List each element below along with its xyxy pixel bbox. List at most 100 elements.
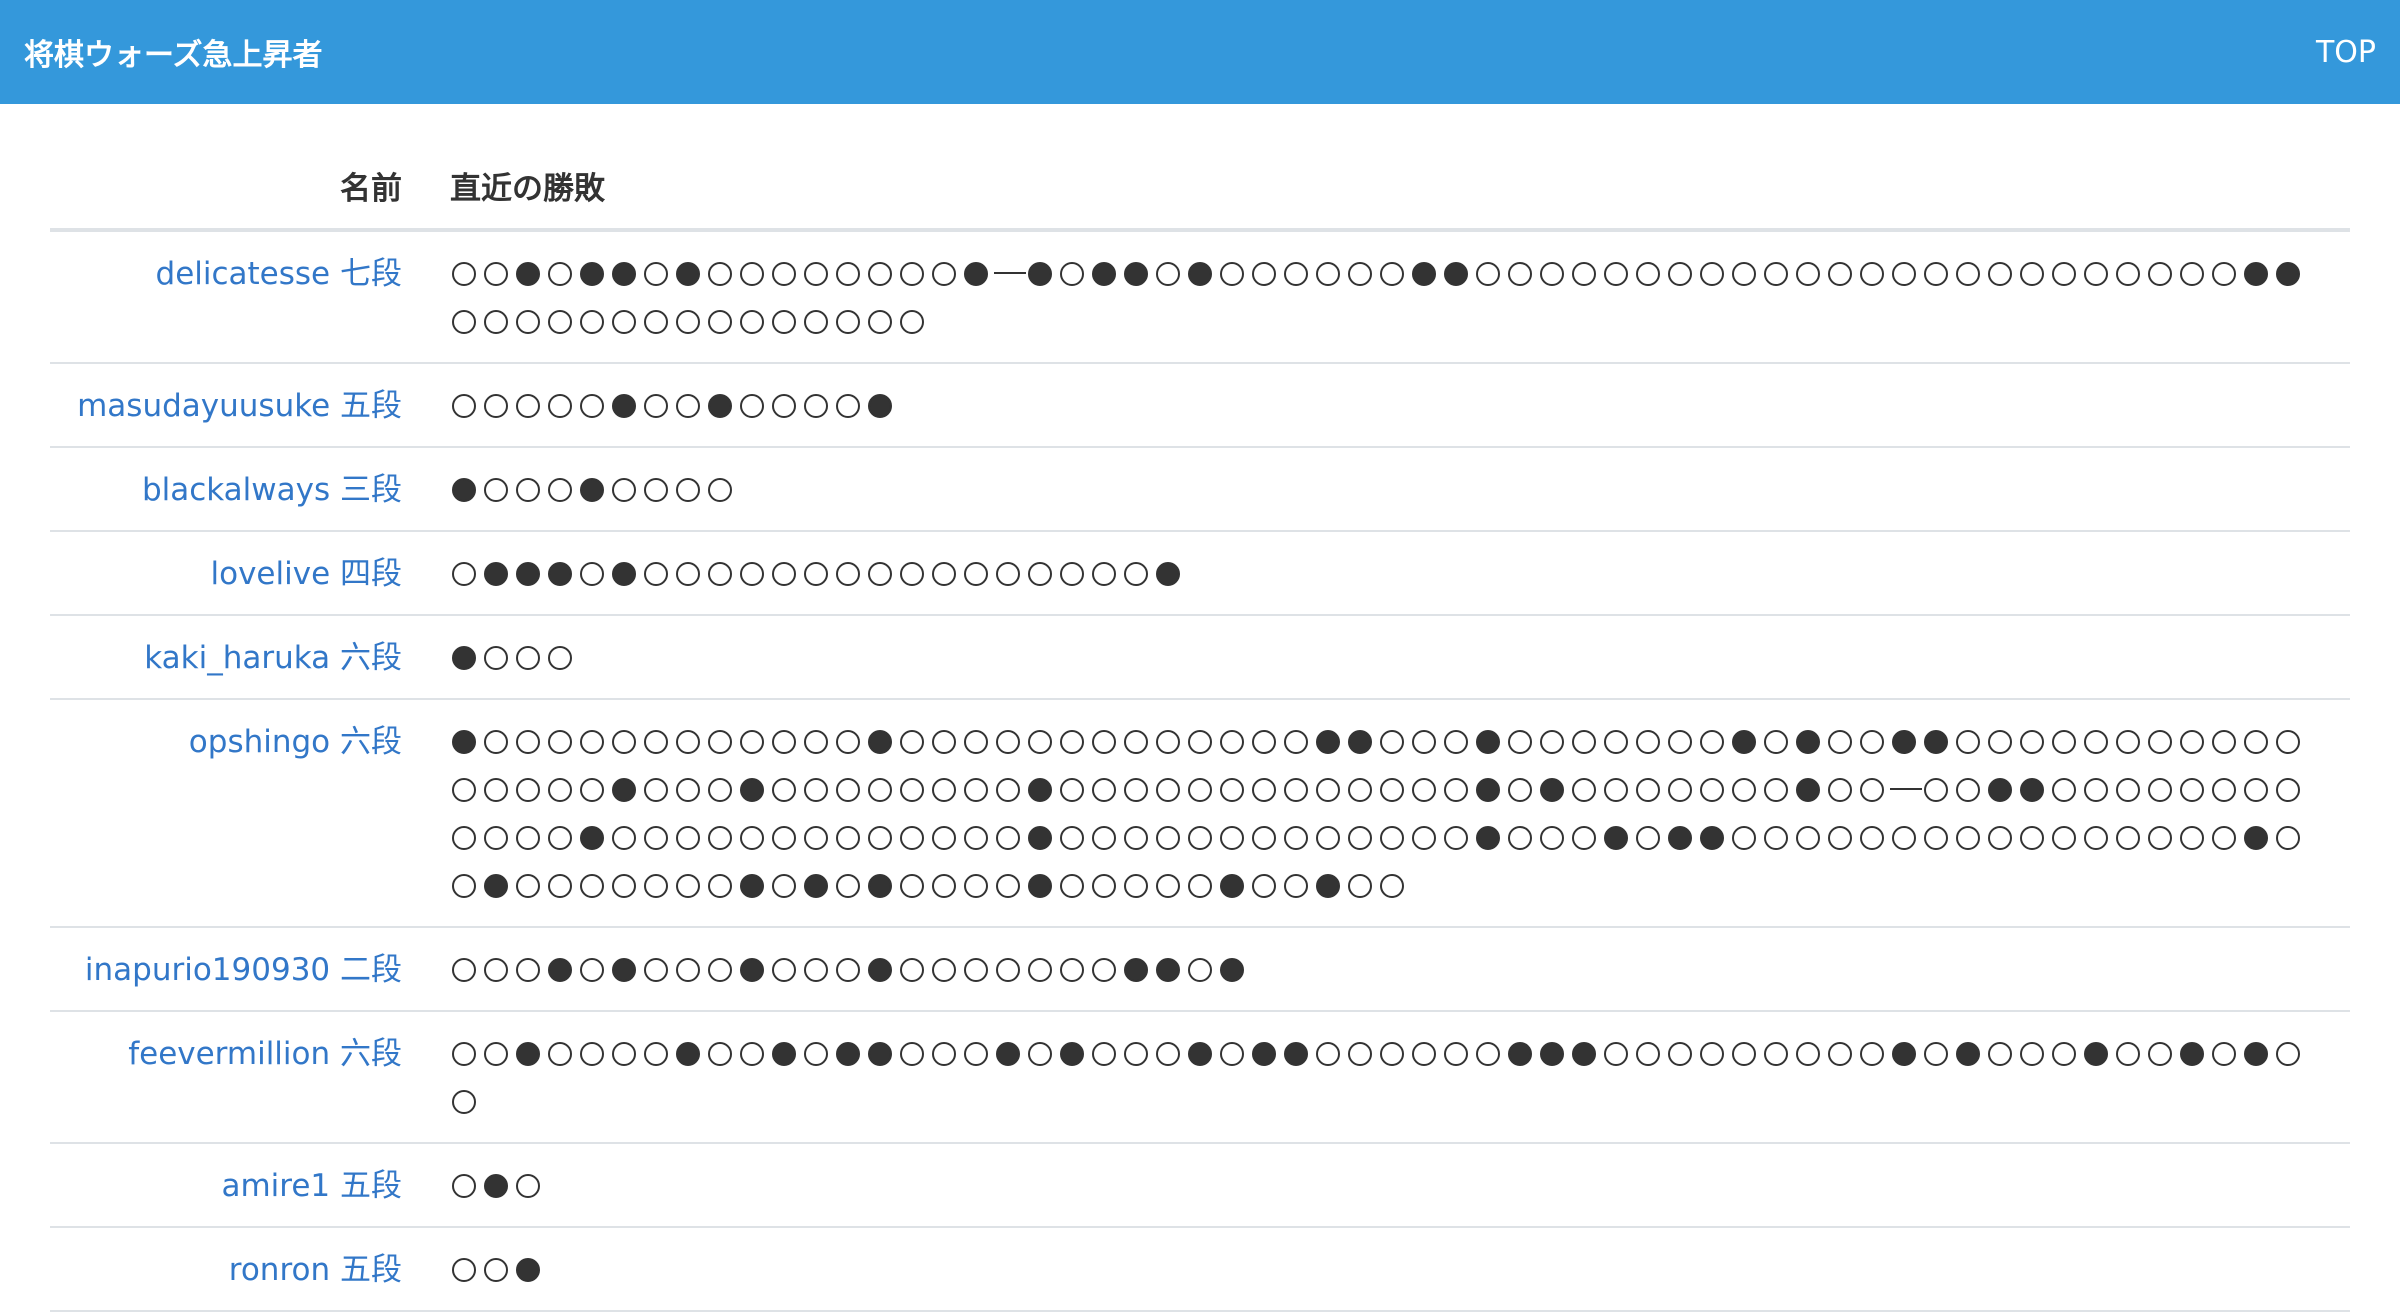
win-mark	[1282, 718, 1314, 766]
loss-mark	[450, 466, 482, 514]
win-mark	[642, 382, 674, 430]
win-mark	[546, 382, 578, 430]
win-mark	[2146, 766, 2178, 814]
loss-mark	[1890, 718, 1922, 766]
player-name-link[interactable]: inapurio190930 二段	[84, 952, 402, 988]
win-mark	[1506, 250, 1538, 298]
win-mark	[2274, 1030, 2306, 1078]
player-name-cell: amire1 五段	[50, 1143, 450, 1228]
win-mark	[578, 382, 610, 430]
win-mark	[1314, 766, 1346, 814]
win-mark	[514, 814, 546, 862]
win-mark	[1026, 1030, 1058, 1078]
win-mark	[1666, 250, 1698, 298]
win-mark	[2146, 250, 2178, 298]
win-mark	[1442, 718, 1474, 766]
loss-mark	[2242, 1030, 2274, 1078]
player-name-link[interactable]: masudayuusuke 五段	[77, 388, 402, 424]
win-mark	[1282, 862, 1314, 910]
win-mark	[1762, 718, 1794, 766]
win-mark	[1762, 1030, 1794, 1078]
win-mark	[2146, 718, 2178, 766]
player-name-link[interactable]: amire1 五段	[221, 1168, 402, 1204]
player-name-cell: lovelive 四段	[50, 531, 450, 616]
win-mark	[1666, 766, 1698, 814]
player-name-wrapper: opshingo 六段	[50, 718, 450, 766]
win-mark	[994, 814, 1026, 862]
player-name-link[interactable]: kaki_haruka 六段	[144, 640, 402, 676]
win-mark	[1122, 550, 1154, 598]
win-mark	[1986, 718, 2018, 766]
win-mark	[994, 862, 1026, 910]
win-mark	[1954, 814, 1986, 862]
table-body: delicatesse 七段 masudayuusuke 五段 blackalway…	[50, 230, 2350, 1312]
win-mark	[1058, 718, 1090, 766]
win-mark	[642, 946, 674, 994]
win-mark	[1986, 1030, 2018, 1078]
loss-mark	[866, 946, 898, 994]
win-mark	[546, 766, 578, 814]
win-mark	[674, 550, 706, 598]
win-mark	[674, 718, 706, 766]
win-mark	[994, 946, 1026, 994]
win-mark	[1922, 814, 1954, 862]
win-mark	[1698, 766, 1730, 814]
player-name-cell: inapurio190930 二段	[50, 927, 450, 1012]
win-mark	[450, 1162, 482, 1210]
win-mark	[2050, 814, 2082, 862]
brand-link[interactable]: 将棋ウォーズ急上昇者	[24, 38, 323, 73]
loss-mark	[1154, 550, 1186, 598]
win-mark	[898, 1030, 930, 1078]
win-mark	[866, 298, 898, 346]
results-cell	[450, 927, 2350, 1012]
win-mark	[1730, 766, 1762, 814]
win-mark	[1122, 718, 1154, 766]
win-mark	[2210, 1030, 2242, 1078]
win-mark	[1442, 814, 1474, 862]
table-row: masudayuusuke 五段	[50, 363, 2350, 448]
win-mark	[1058, 766, 1090, 814]
player-name-link[interactable]: lovelive 四段	[210, 556, 403, 592]
win-mark	[546, 634, 578, 682]
win-mark	[738, 1030, 770, 1078]
win-mark	[1890, 814, 1922, 862]
win-mark	[930, 250, 962, 298]
win-mark	[770, 814, 802, 862]
win-mark	[2082, 718, 2114, 766]
win-mark	[482, 1246, 514, 1294]
top-link[interactable]: TOP	[2315, 34, 2376, 70]
player-name-link[interactable]: feevermillion 六段	[128, 1036, 402, 1072]
win-mark	[1506, 766, 1538, 814]
win-mark	[1922, 1030, 1954, 1078]
loss-mark	[1890, 1030, 1922, 1078]
win-mark	[1026, 718, 1058, 766]
win-mark	[1378, 766, 1410, 814]
win-mark	[1154, 814, 1186, 862]
win-mark	[1314, 250, 1346, 298]
loss-mark	[610, 766, 642, 814]
loss-mark	[1122, 250, 1154, 298]
win-mark	[1250, 766, 1282, 814]
results-cell	[450, 1227, 2350, 1312]
win-mark	[802, 814, 834, 862]
loss-mark	[1986, 766, 2018, 814]
player-name-link[interactable]: ronron 五段	[228, 1252, 402, 1288]
player-name-link[interactable]: blackalways 三段	[141, 472, 402, 508]
win-mark	[450, 1030, 482, 1078]
win-mark	[578, 946, 610, 994]
table-row: ronron 五段	[50, 1227, 2350, 1312]
loss-mark	[610, 382, 642, 430]
loss-mark	[2178, 1030, 2210, 1078]
win-mark	[1538, 814, 1570, 862]
win-mark	[2114, 250, 2146, 298]
player-name-link[interactable]: opshingo 六段	[188, 724, 402, 760]
win-mark	[482, 298, 514, 346]
win-mark	[1858, 766, 1890, 814]
loss-mark	[1090, 250, 1122, 298]
win-mark	[930, 766, 962, 814]
player-name-link[interactable]: delicatesse 七段	[155, 256, 402, 292]
loss-mark	[738, 862, 770, 910]
loss-mark	[962, 250, 994, 298]
win-mark	[2018, 814, 2050, 862]
win-mark	[1314, 1030, 1346, 1078]
